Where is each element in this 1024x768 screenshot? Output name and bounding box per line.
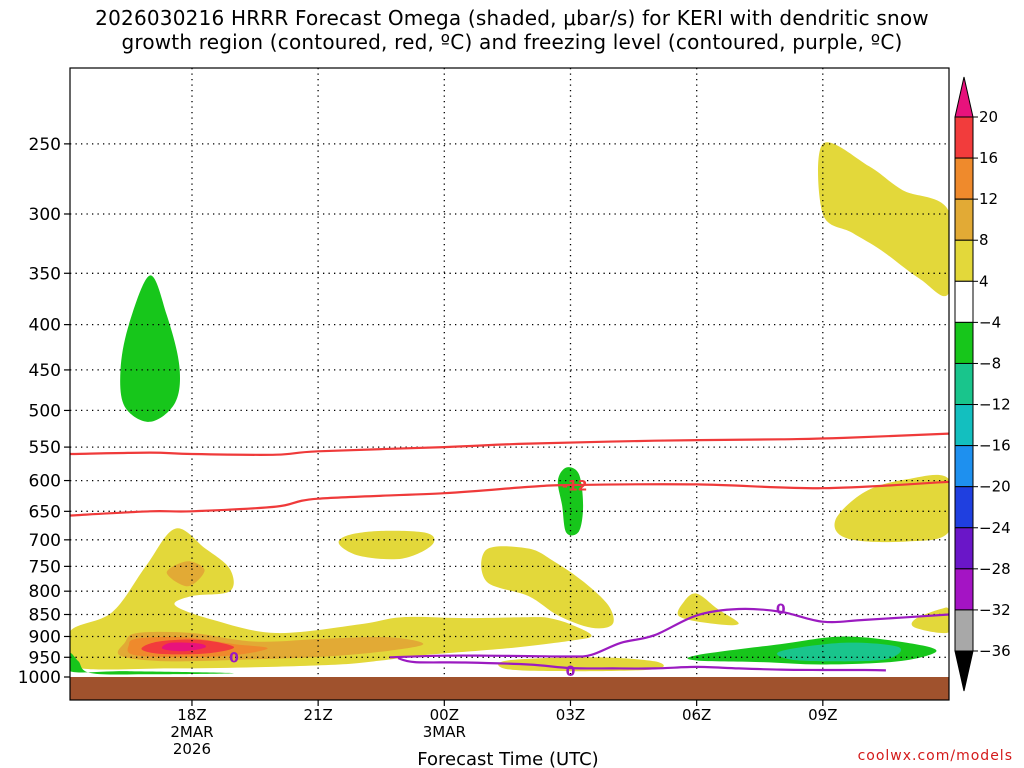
colorbar-label-10: −24 (979, 519, 1011, 537)
contour-line-3 (397, 657, 886, 672)
contour-label-1: 0 (229, 650, 239, 666)
colorbar-band-4_8 (954, 239, 974, 282)
y-tick-label-400: 400 (29, 316, 61, 336)
colorbar-label-2: 12 (979, 190, 998, 208)
y-tick-label-600: 600 (29, 472, 61, 492)
y-tick-label-300: 300 (29, 205, 61, 225)
colorbar-band--12_-8 (954, 362, 974, 406)
colorbar-label-6: −8 (979, 354, 1001, 372)
colorbar-band-12_16 (954, 157, 974, 200)
y-tick-label-1000: 1000 (18, 668, 61, 688)
colorbar-label-9: −20 (979, 478, 1011, 496)
plot-frame (69, 67, 950, 701)
colorbar-label-11: −28 (979, 560, 1011, 578)
x-tick-label-03Z: 03Z (556, 706, 585, 724)
colorbar: 20 16 12 8 4 −4 −8 −12 −16 −20 −24 −28 −32 −36 (954, 76, 1011, 692)
colorbar-band-16_20 (954, 116, 974, 159)
omega-region-7 (166, 561, 205, 587)
x-tick-year-18Z: 2026 (173, 740, 211, 758)
colorbar-band--20_-16 (954, 445, 974, 488)
x-tick-label-21Z: 21Z (303, 706, 332, 724)
colorbar-label-13: −36 (979, 642, 1011, 660)
colorbar-label-4: 4 (979, 272, 989, 290)
y-tick-label-850: 850 (29, 606, 61, 626)
contour-line-0 (70, 432, 949, 456)
omega-region-13 (911, 607, 949, 634)
x-tick-date-00Z: 3MAR (423, 723, 466, 741)
omega-region-9 (481, 546, 614, 629)
x-axis-label: Forecast Time (UTC) (417, 749, 598, 768)
omega-region-6 (161, 642, 206, 652)
x-tick-date-18Z: 2MAR (170, 723, 213, 741)
colorbar-label-12: −32 (979, 601, 1011, 619)
omega-region-17 (70, 652, 235, 675)
contour-label-0: -12 (562, 479, 587, 495)
colorbar-arrow-top (954, 76, 974, 118)
y-tick-label-650: 650 (29, 502, 61, 522)
credit-link[interactable]: coolwx.com/models (858, 748, 1013, 764)
colorbar-band--16_-12 (954, 404, 974, 447)
y-tick-label-900: 900 (29, 627, 61, 647)
contour-label-3: 0 (776, 602, 786, 618)
contour-layer: -12 0 0 0 (70, 432, 949, 680)
y-tick-label-450: 450 (29, 361, 61, 381)
colorbar-label-0: 20 (979, 108, 998, 126)
y-tick-label-950: 950 (29, 648, 61, 668)
chart-title-line-2: growth region (contoured, red, ºC) and f… (121, 30, 903, 54)
omega-region-8 (338, 530, 435, 560)
contour-line-2 (389, 607, 949, 659)
colorbar-band-8_12 (954, 198, 974, 241)
colorbar-label-8: −16 (979, 437, 1011, 455)
colorbar-band--36_-32 (954, 609, 974, 652)
omega-region-1 (818, 142, 949, 297)
x-tick-label-09Z: 09Z (808, 706, 837, 724)
contour-line-1 (70, 480, 949, 517)
colorbar-label-1: 16 (979, 149, 998, 167)
colorbar-label-3: 8 (979, 231, 989, 249)
colorbar-label-5: −4 (979, 313, 1001, 331)
chart-title: 2026030216 HRRR Forecast Omega (shaded, … (0, 6, 1024, 54)
y-tick-label-750: 750 (29, 557, 61, 577)
y-tick-label-700: 700 (29, 531, 61, 551)
colorbar-band--28_-24 (954, 527, 974, 570)
colorbar-band--8_-4 (954, 321, 974, 364)
y-tick-label-800: 800 (29, 582, 61, 602)
grid-layer (70, 68, 949, 700)
y-tick-label-250: 250 (29, 135, 61, 155)
omega-region-0 (120, 275, 180, 422)
y-tick-label-550: 550 (29, 438, 61, 458)
colorbar-label-7: −12 (979, 396, 1011, 414)
colorbar-band--24_-20 (954, 486, 974, 529)
omega-region-12 (834, 474, 949, 543)
x-tick-label-18Z: 18Z (177, 706, 206, 724)
colorbar-band--4_4 (954, 280, 974, 323)
x-tick-label-00Z: 00Z (430, 706, 459, 724)
y-tick-label-350: 350 (29, 264, 61, 284)
colorbar-arrow-bottom (954, 650, 974, 692)
y-axis-ticks: 2503003504004505005506006507007508008509… (18, 135, 70, 688)
chart-title-line-1: 2026030216 HRRR Forecast Omega (shaded, … (95, 6, 929, 30)
colorbar-band--32_-28 (954, 568, 974, 611)
contour-label-2: 0 (566, 664, 576, 680)
omega-shading-layer (70, 142, 949, 675)
x-tick-label-06Z: 06Z (682, 706, 711, 724)
y-tick-label-500: 500 (29, 401, 61, 421)
terrain-surface (70, 677, 949, 700)
